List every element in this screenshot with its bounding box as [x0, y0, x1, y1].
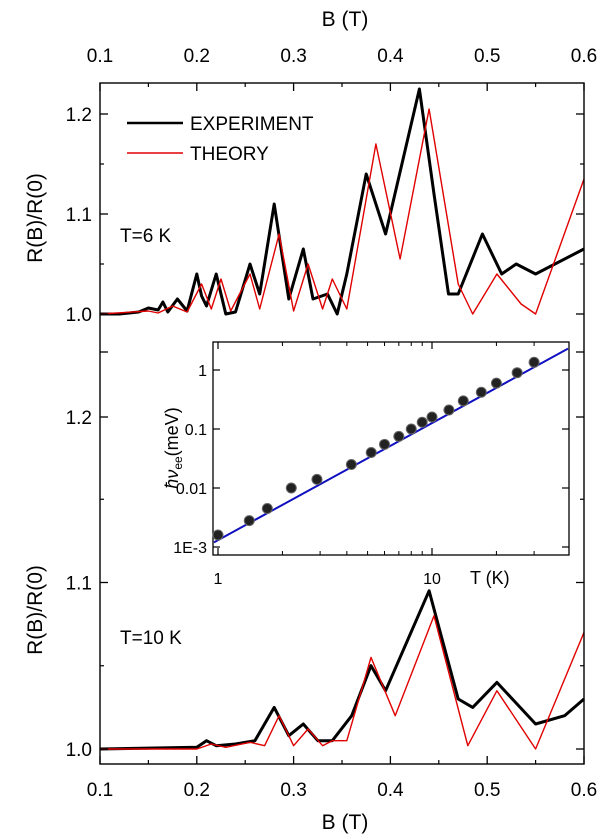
inset-y-tick-label: 1	[198, 363, 207, 380]
bottom-y-tick-label: 1.2	[66, 408, 92, 429]
top-x-tick-label: 0.6	[571, 46, 597, 67]
inset-data-point	[490, 377, 502, 389]
legend: EXPERIMENT THEORY	[127, 114, 314, 165]
inset-fit-line	[213, 347, 569, 544]
top-theory-line	[99, 108, 585, 315]
inset-data-point	[379, 438, 391, 450]
top-x-axis-title: B (T)	[322, 8, 369, 31]
top-y-tick-label: 1.2	[66, 105, 92, 126]
bottom-theory-line	[100, 615, 585, 750]
bottom-x-tick-label: 0.1	[87, 780, 113, 801]
top-x-tick-label: 0.5	[474, 46, 500, 67]
inset: 1 10 1E-3 0.01 0.1 1 T (K) ħνee(meV)	[162, 341, 570, 588]
top-temperature-label: T=6 K	[120, 226, 172, 247]
fit-line	[213, 347, 569, 544]
inset-axes: 1 10 1E-3 0.01 0.1 1	[173, 342, 569, 588]
inset-x-tick-label: 1	[214, 571, 223, 588]
inset-data-point	[405, 423, 417, 435]
inset-y-tick-label: 0.01	[176, 481, 207, 498]
bottom-experiment-line	[99, 589, 585, 751]
inset-data-point	[475, 386, 487, 398]
inset-data-point	[345, 459, 357, 471]
inset-data-point	[261, 502, 273, 514]
bottom-x-tick-label: 0.5	[474, 780, 500, 801]
top-y-axis-title: R(B)/R(0)	[24, 173, 47, 263]
top-y-tick-label: 1.0	[66, 305, 92, 326]
inset-data-point	[528, 356, 540, 368]
inset-points	[212, 356, 540, 541]
inset-y-axis-title: ħνee(meV)	[162, 407, 185, 488]
inset-data-point	[443, 404, 455, 416]
inset-data-point	[243, 515, 255, 527]
bottom-x-tick-label: 0.2	[184, 780, 210, 801]
inset-data-point	[457, 395, 469, 407]
bottom-y-tick-label: 1.0	[66, 740, 92, 761]
bottom-y-axis-title: R(B)/R(0)	[24, 565, 47, 655]
top-x-tick-label: 0.3	[280, 46, 306, 67]
bottom-temperature-label: T=10 K	[120, 628, 182, 649]
inset-y-tick-label: 0.1	[185, 422, 207, 439]
inset-data-point	[311, 473, 323, 485]
inset-data-point	[212, 529, 224, 541]
top-x-tick-label: 0.1	[87, 46, 113, 67]
legend-experiment-label: EXPERIMENT	[190, 114, 314, 135]
top-panel: T=6 K EXPERIMENT THEORY	[99, 87, 585, 316]
axes: 0.1 0.1 0.2 0.2 0.3 0.3 0.4 0.4 0.5 0.5 0.6 0.6 1.0 1…	[66, 46, 598, 801]
bottom-y-tick-label: 1.1	[66, 574, 92, 595]
bottom-panel: T=10 K	[99, 589, 585, 751]
inset-data-point	[416, 416, 428, 428]
bottom-x-tick-label: 0.3	[280, 780, 306, 801]
inset-data-point	[365, 446, 377, 458]
top-x-tick-label: 0.4	[377, 46, 404, 67]
inset-data-point	[426, 411, 438, 423]
inset-data-point	[511, 367, 523, 379]
top-y-tick-label: 1.1	[66, 205, 92, 226]
top-x-tick-label: 0.2	[184, 46, 210, 67]
legend-theory-label: THEORY	[190, 144, 269, 165]
inset-x-tick-label: 10	[423, 571, 441, 588]
inset-data-point	[285, 482, 297, 494]
bottom-x-axis-title: B (T)	[322, 811, 369, 834]
inset-data-point	[393, 430, 405, 442]
bottom-x-tick-label: 0.4	[377, 780, 404, 801]
inset-x-axis-title: T (K)	[470, 568, 510, 588]
bottom-x-tick-label: 0.6	[571, 780, 597, 801]
inset-frame	[212, 341, 570, 556]
inset-y-tick-label: 1E-3	[173, 540, 207, 557]
